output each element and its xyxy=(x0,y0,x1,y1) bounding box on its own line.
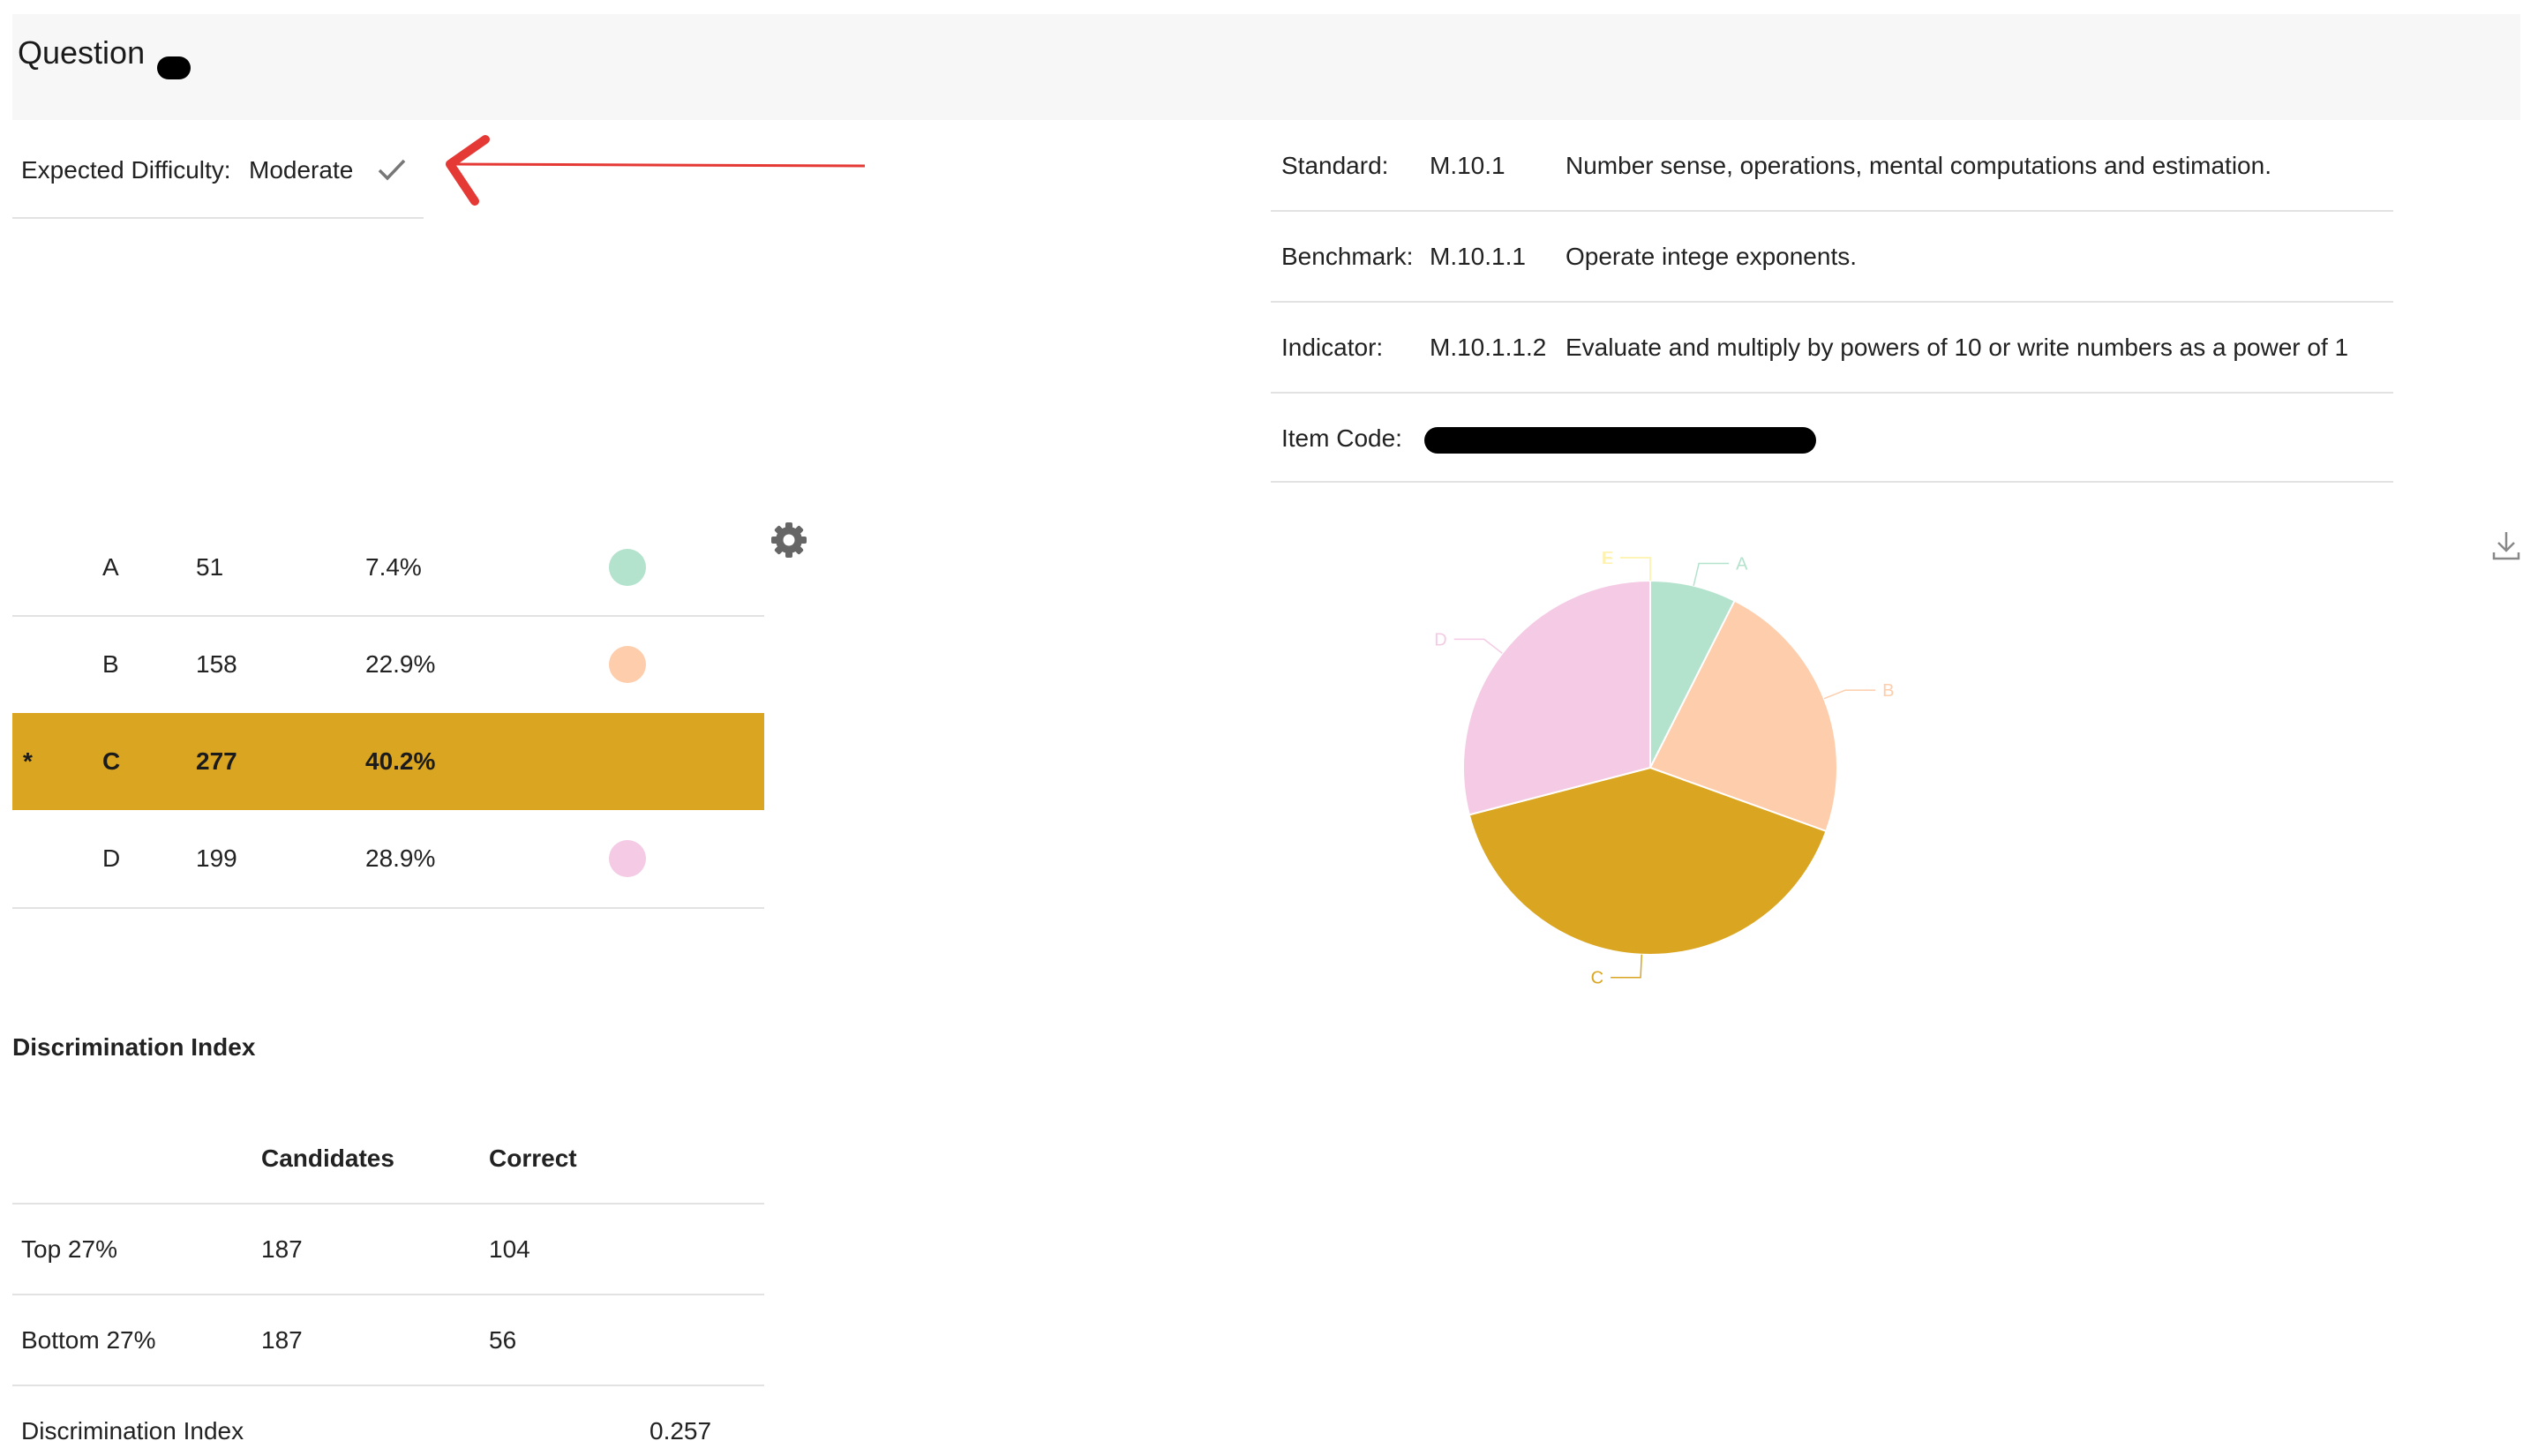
pie-leader-line xyxy=(1620,557,1651,581)
redaction-mark xyxy=(1424,427,1816,454)
row-divider xyxy=(12,907,764,909)
pie-leader-line xyxy=(1611,954,1643,979)
header-correct: Correct xyxy=(489,1145,577,1172)
pie-slice-c[interactable] xyxy=(1468,766,1828,956)
row-candidates: 187 xyxy=(261,1326,303,1354)
pie-label-e: E xyxy=(1602,549,1613,568)
option-color-swatch xyxy=(609,646,646,683)
option-letter: D xyxy=(102,844,121,872)
option-percent: 28.9% xyxy=(365,844,436,872)
row-label: Top 27% xyxy=(21,1235,117,1263)
row-label: Bottom 27% xyxy=(21,1326,156,1354)
row-correct: 56 xyxy=(489,1326,517,1354)
info-divider xyxy=(1271,301,2393,303)
benchmark-label: Benchmark: xyxy=(1281,243,1414,270)
row-correct: 104 xyxy=(489,1235,530,1263)
indicator-label: Indicator: xyxy=(1281,334,1384,361)
correct-answer-marker: * xyxy=(23,747,33,775)
gear-icon[interactable] xyxy=(770,521,808,559)
pie-label-c: C xyxy=(1591,969,1603,988)
standard-description: Number sense, operations, mental computa… xyxy=(1566,152,2271,179)
pie-slice-d[interactable] xyxy=(1462,579,1651,816)
row-divider xyxy=(12,615,764,617)
row-candidates: 187 xyxy=(261,1235,303,1263)
option-percent: 22.9% xyxy=(365,650,436,678)
pie-label-b: B xyxy=(1882,681,1894,701)
discrimination-index-value: 0.257 xyxy=(650,1417,712,1445)
annotation-arrow xyxy=(446,135,866,206)
option-letter: C xyxy=(102,747,121,775)
option-row-c-correct[interactable]: * C 277 40.2% xyxy=(12,713,764,810)
option-color-swatch xyxy=(609,840,646,877)
pie-label-d: D xyxy=(1434,630,1446,649)
option-count: 277 xyxy=(196,747,237,775)
header-candidates: Candidates xyxy=(261,1145,394,1172)
pie-leader-line xyxy=(1620,557,1651,581)
indicator-code: M.10.1.1.2 xyxy=(1430,334,1547,361)
benchmark-description: Operate intege exponents. xyxy=(1566,243,1858,270)
difficulty-divider xyxy=(12,217,424,219)
pie-label-f: F xyxy=(1603,549,1613,568)
option-row-b[interactable]: B 158 22.9% xyxy=(12,616,764,713)
standard-code: M.10.1 xyxy=(1430,152,1506,179)
redaction-mark xyxy=(157,56,191,79)
indicator-description: Evaluate and multiply by powers of 10 or… xyxy=(1566,334,2349,361)
info-divider xyxy=(1271,392,2393,394)
option-letter: A xyxy=(102,553,119,581)
option-letter: B xyxy=(102,650,119,678)
pie-leader-line xyxy=(1453,638,1503,654)
difficulty-label: Expected Difficulty: xyxy=(21,156,231,184)
pie-label-a: A xyxy=(1736,554,1748,574)
option-percent: 40.2% xyxy=(365,747,436,775)
option-row-d[interactable]: D 199 28.9% xyxy=(12,810,764,907)
benchmark-code: M.10.1.1 xyxy=(1430,243,1526,270)
table-divider xyxy=(12,1385,764,1386)
table-divider xyxy=(12,1203,764,1205)
discrimination-title: Discrimination Index xyxy=(12,1033,256,1061)
check-icon[interactable] xyxy=(374,152,409,187)
option-count: 199 xyxy=(196,844,237,872)
download-icon[interactable] xyxy=(2489,528,2524,563)
page-title: Question xyxy=(18,34,146,71)
option-row-a[interactable]: A 51 7.4% xyxy=(12,519,764,616)
pie-leader-line xyxy=(1823,689,1876,700)
table-divider xyxy=(12,1294,764,1295)
pie-slice-a[interactable] xyxy=(1649,579,1736,769)
option-count: 158 xyxy=(196,650,237,678)
info-divider xyxy=(1271,481,2393,483)
discrimination-index-label: Discrimination Index xyxy=(21,1417,244,1445)
pie-slice-b[interactable] xyxy=(1648,599,1838,833)
difficulty-value: Moderate xyxy=(249,156,354,184)
option-count: 51 xyxy=(196,553,224,581)
standard-label: Standard: xyxy=(1281,152,1389,179)
option-percent: 7.4% xyxy=(365,553,422,581)
option-color-swatch xyxy=(609,549,646,586)
pie-leader-line xyxy=(1693,562,1730,586)
answer-distribution-pie-chart: A B C D EF xyxy=(1434,549,1894,988)
page-header xyxy=(12,14,2520,120)
info-divider xyxy=(1271,210,2393,212)
item-code-label: Item Code: xyxy=(1281,424,1402,452)
